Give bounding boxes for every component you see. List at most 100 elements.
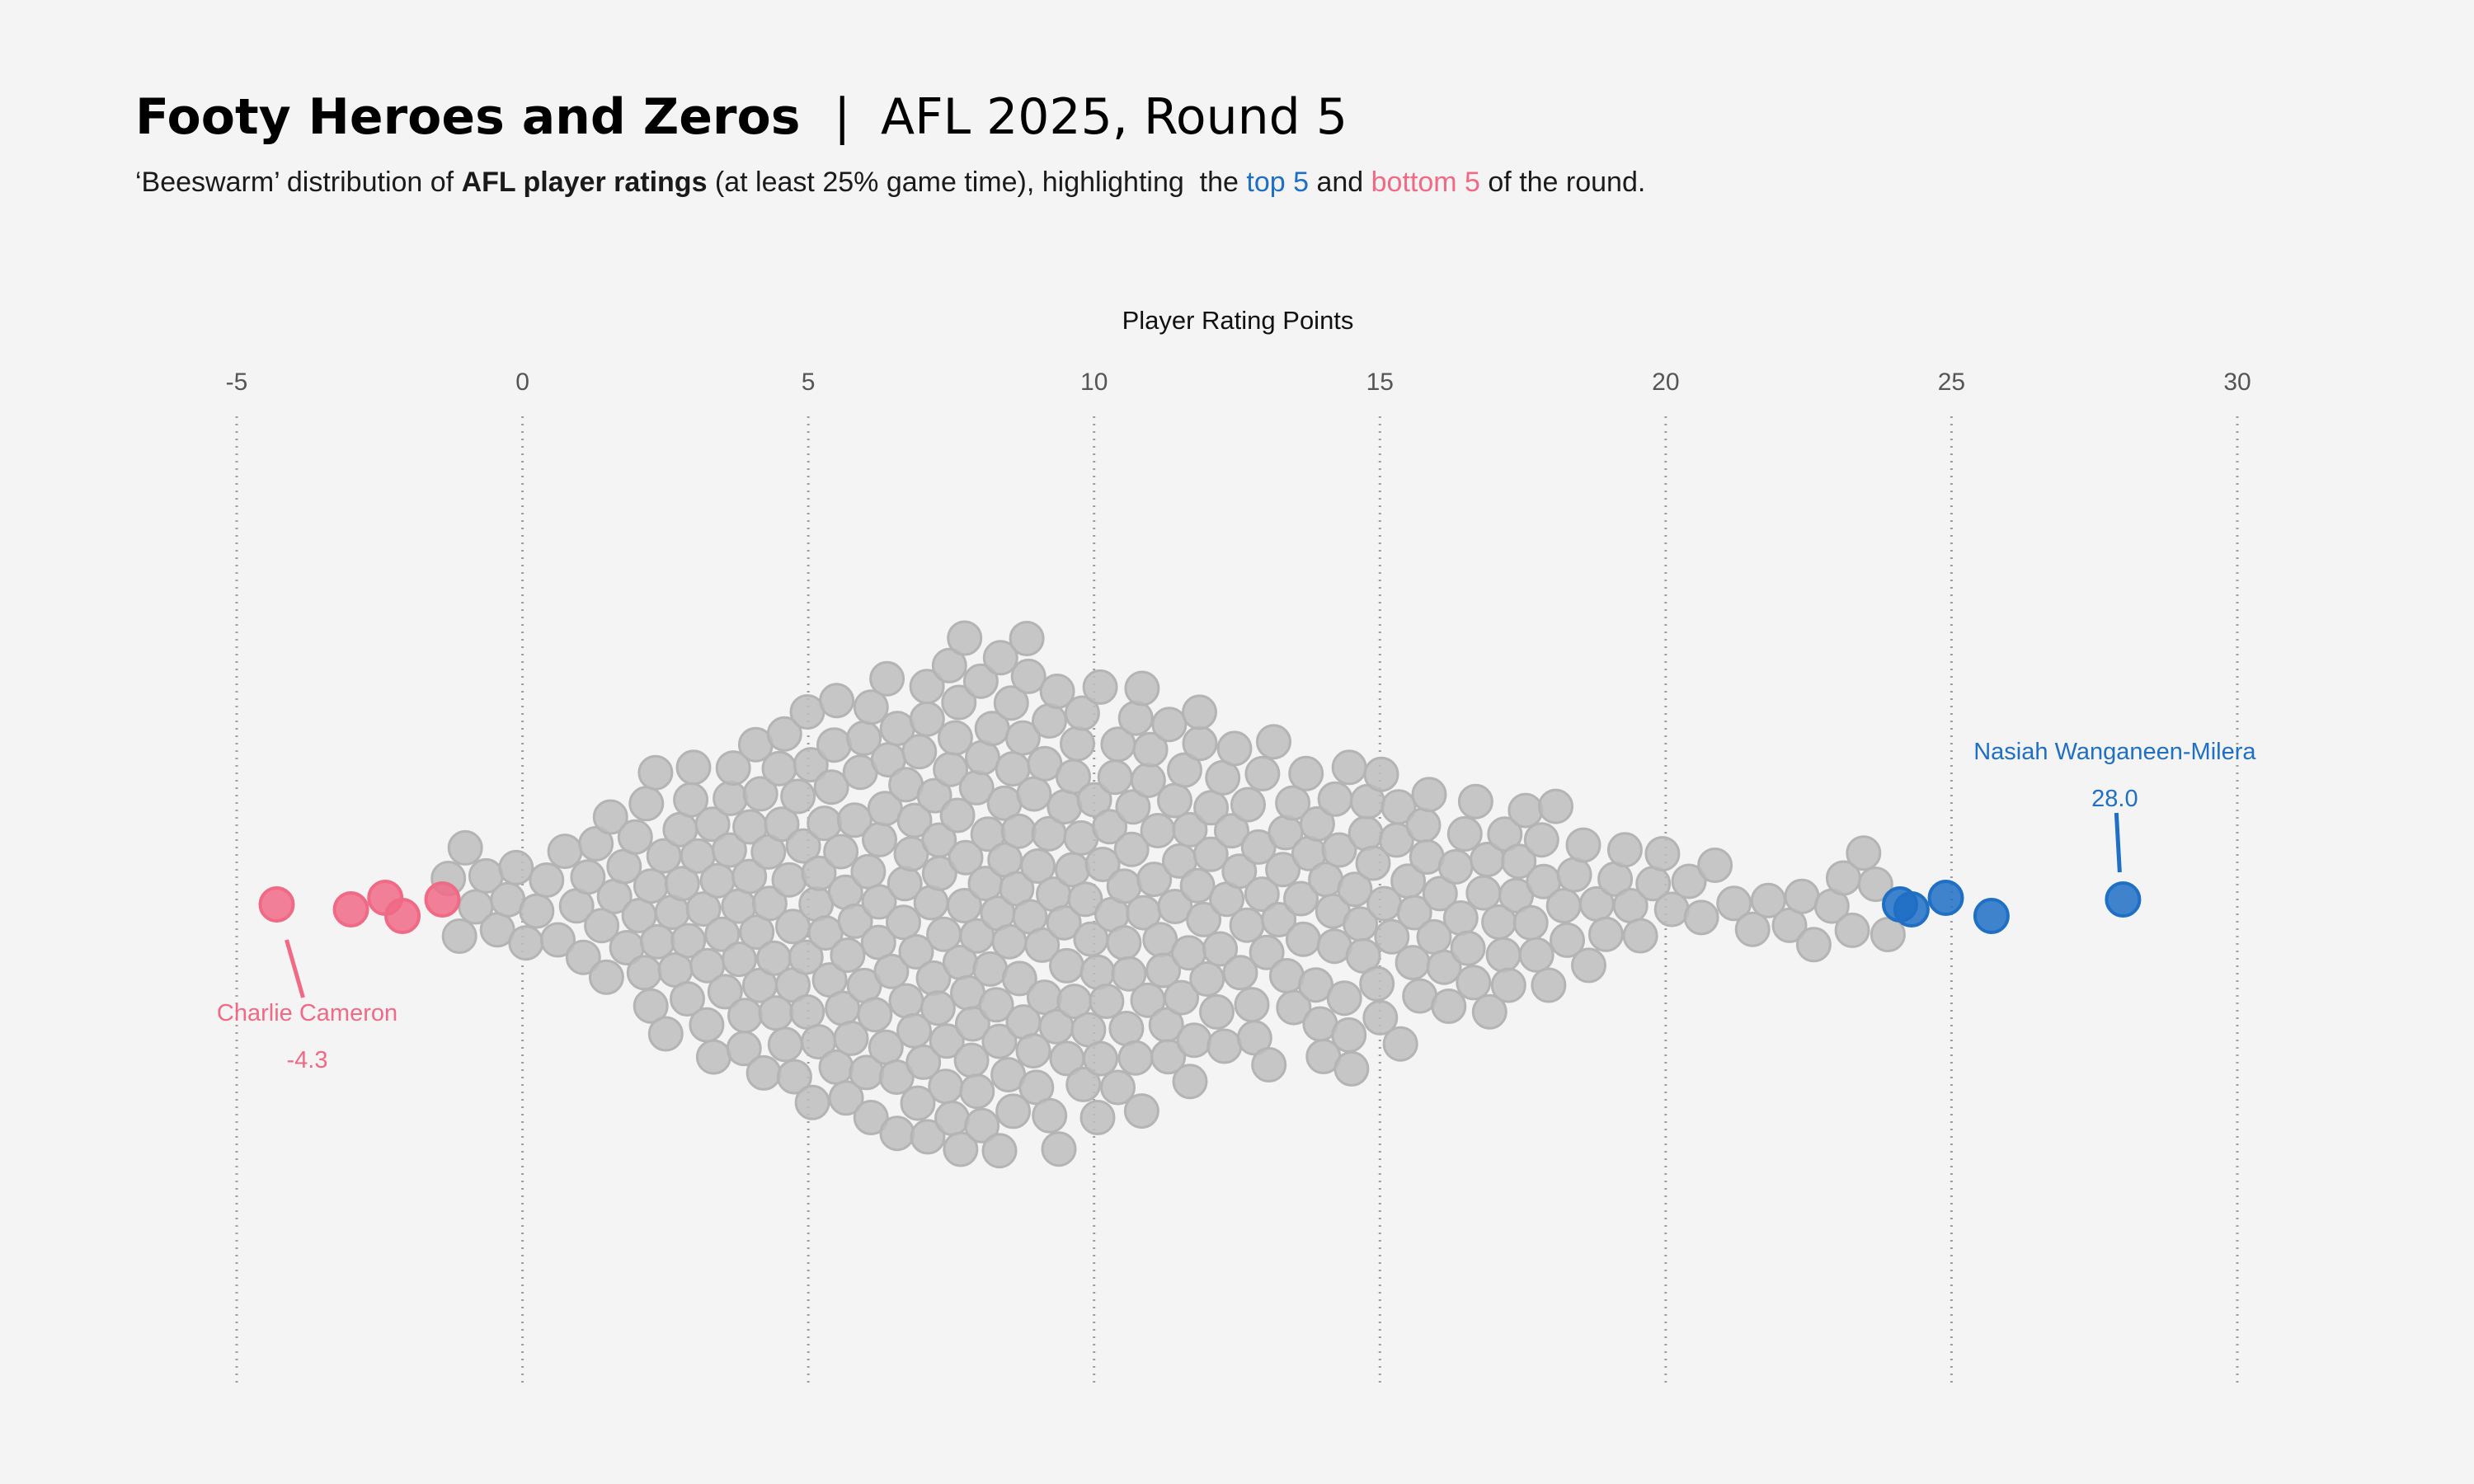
player-point bbox=[853, 689, 889, 726]
player-point bbox=[766, 716, 802, 752]
annotations: Nasiah Wanganeen-Milera 28.0 Charlie Camer… bbox=[217, 739, 2256, 1073]
player-point bbox=[1244, 755, 1281, 791]
player-point bbox=[816, 727, 852, 763]
player-point bbox=[1622, 918, 1658, 954]
player-point bbox=[547, 834, 583, 870]
player-point bbox=[1244, 876, 1280, 913]
x-tick-label: 0 bbox=[515, 369, 529, 396]
subtitle-bottom-5: bottom 5 bbox=[1371, 167, 1480, 198]
player-point bbox=[1431, 989, 1467, 1024]
player-point bbox=[1015, 1033, 1051, 1069]
player-point bbox=[704, 916, 741, 952]
top-5-point bbox=[1973, 898, 2010, 934]
player-point bbox=[1106, 925, 1142, 960]
player-point bbox=[1321, 832, 1357, 868]
player-point bbox=[761, 750, 797, 787]
x-tick-labels: -5 0 5 10 15 20 25 30 bbox=[226, 369, 2251, 396]
player-point bbox=[1380, 789, 1417, 825]
player-point bbox=[1046, 904, 1082, 941]
player-point bbox=[1108, 1011, 1145, 1046]
player-point bbox=[1186, 901, 1222, 937]
player-point bbox=[1179, 867, 1216, 904]
subtitle-part-3: (at least 25% game time), highlighting t… bbox=[707, 167, 1246, 198]
player-point bbox=[1123, 1093, 1159, 1129]
player-point bbox=[1683, 899, 1719, 936]
player-point bbox=[1644, 836, 1681, 872]
player-point bbox=[828, 1080, 864, 1116]
player-point bbox=[584, 908, 620, 944]
player-point bbox=[901, 734, 938, 770]
player-point bbox=[948, 839, 984, 876]
player-point bbox=[920, 990, 956, 1026]
player-point bbox=[1182, 694, 1217, 730]
player-point bbox=[1027, 745, 1063, 782]
player-point bbox=[1117, 700, 1154, 736]
player-point bbox=[1060, 726, 1095, 762]
x-tick-label: 25 bbox=[1938, 369, 1965, 396]
player-point bbox=[964, 1107, 1000, 1144]
top-5-point bbox=[1893, 891, 1930, 928]
player-point bbox=[1299, 805, 1335, 842]
annotation-name: Charlie Cameron bbox=[217, 1000, 397, 1026]
player-point bbox=[626, 955, 662, 991]
player-point bbox=[1097, 759, 1133, 796]
player-point bbox=[931, 647, 967, 683]
player-point bbox=[1151, 707, 1188, 743]
bottom-5-point bbox=[424, 881, 461, 918]
player-point bbox=[1172, 1064, 1208, 1100]
player-point bbox=[1230, 787, 1266, 823]
player-point bbox=[943, 1131, 979, 1167]
player-point bbox=[836, 802, 872, 838]
player-point bbox=[946, 888, 982, 923]
player-point bbox=[934, 1100, 970, 1136]
player-point bbox=[726, 1031, 762, 1067]
player-point bbox=[695, 1039, 731, 1075]
x-tick-label: 30 bbox=[2223, 369, 2251, 396]
annotation-value: -4.3 bbox=[287, 1047, 328, 1073]
player-point bbox=[873, 953, 910, 989]
player-point bbox=[819, 683, 855, 719]
player-point bbox=[916, 777, 952, 814]
subtitle-part-5: and bbox=[1309, 167, 1371, 198]
player-point bbox=[869, 660, 905, 697]
player-point bbox=[685, 891, 722, 928]
annotation-value: 28.0 bbox=[2091, 786, 2138, 812]
player-point bbox=[1089, 984, 1125, 1019]
player-point bbox=[1205, 759, 1241, 796]
bottom-5-point bbox=[384, 898, 421, 934]
player-point bbox=[1065, 1066, 1102, 1102]
x-tick-label: 20 bbox=[1652, 369, 1679, 396]
player-point bbox=[1471, 993, 1507, 1030]
player-point bbox=[793, 747, 829, 783]
player-point bbox=[1172, 811, 1208, 848]
player-point bbox=[675, 749, 712, 786]
player-point bbox=[1362, 999, 1399, 1036]
player-point bbox=[1485, 937, 1522, 973]
player-point bbox=[1333, 1050, 1370, 1087]
player-point bbox=[1145, 952, 1182, 989]
annotation-name: Nasiah Wanganeen-Milera bbox=[1973, 739, 2256, 765]
player-point bbox=[1222, 955, 1258, 991]
player-point bbox=[1216, 730, 1253, 767]
player-point bbox=[1317, 781, 1353, 817]
player-point bbox=[1446, 815, 1483, 852]
player-point bbox=[739, 914, 775, 951]
player-point bbox=[1001, 960, 1037, 997]
player-point bbox=[857, 997, 893, 1033]
player-point bbox=[1240, 829, 1277, 865]
player-point bbox=[578, 825, 614, 862]
player-point bbox=[1113, 831, 1150, 867]
player-point bbox=[529, 862, 565, 898]
player-point bbox=[639, 923, 675, 960]
player-point bbox=[1041, 1131, 1077, 1167]
player-point bbox=[1734, 911, 1771, 947]
player-point bbox=[633, 988, 669, 1024]
player-point bbox=[1157, 889, 1193, 924]
player-point bbox=[1124, 670, 1160, 707]
player-point bbox=[1359, 965, 1395, 1002]
player-point bbox=[1100, 1069, 1136, 1106]
player-point bbox=[928, 1068, 964, 1105]
player-point bbox=[1285, 921, 1321, 957]
player-point bbox=[1049, 947, 1084, 984]
